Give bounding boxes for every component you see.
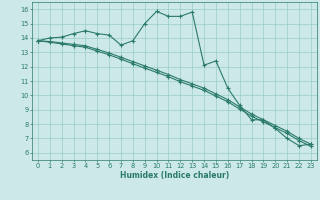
- X-axis label: Humidex (Indice chaleur): Humidex (Indice chaleur): [120, 171, 229, 180]
